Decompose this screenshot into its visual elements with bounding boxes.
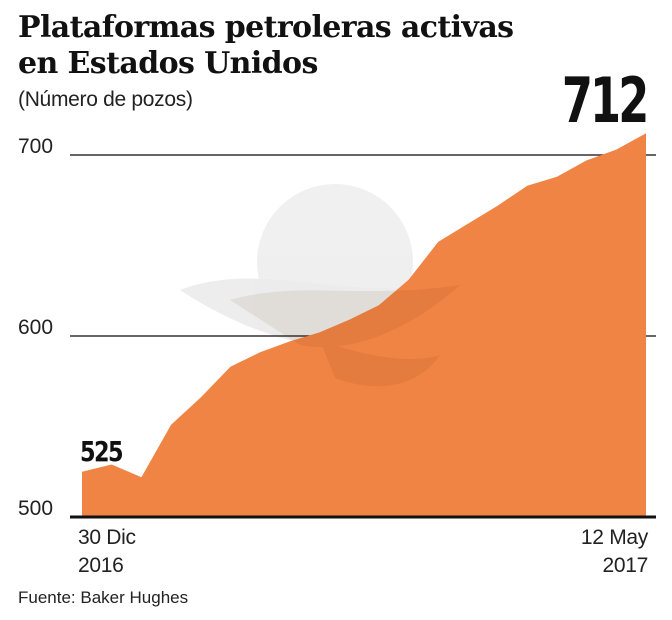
x-label-start-year: 2016 <box>78 554 124 577</box>
x-label-end: 12 May 2017 <box>581 524 648 580</box>
end-value-label: 712 <box>561 64 648 137</box>
chart-title: Plataformas petroleras activas en Estado… <box>18 10 514 82</box>
y-tick-700: 700 <box>18 135 54 158</box>
title-line-2: en Estados Unidos <box>18 46 318 81</box>
source-note: Fuente: Baker Hughes <box>18 588 189 607</box>
y-tick-600: 600 <box>18 316 54 339</box>
x-label-start: 30 Dic 2016 <box>78 524 136 580</box>
start-value-label: 525 <box>80 435 124 468</box>
title-line-1: Plataformas petroleras activas <box>18 10 514 45</box>
x-label-end-year: 2017 <box>602 554 648 577</box>
x-label-start-date: 30 Dic <box>78 526 136 549</box>
watermark-eagle-icon <box>230 285 460 387</box>
area-series <box>82 133 646 518</box>
chart-subtitle: (Número de pozos) <box>18 88 193 111</box>
y-tick-500: 500 <box>18 497 54 520</box>
x-label-end-date: 12 May <box>580 526 648 549</box>
